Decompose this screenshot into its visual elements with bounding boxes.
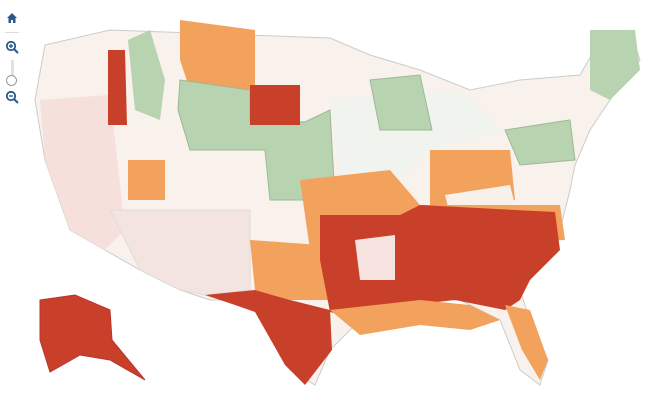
region-wisconsin-green xyxy=(369,74,433,131)
region-oregon-red xyxy=(108,50,127,125)
home-icon xyxy=(7,13,17,23)
region-florida-orange xyxy=(505,305,548,380)
divider xyxy=(5,32,19,33)
zoom-in-icon xyxy=(5,40,19,54)
home-button[interactable] xyxy=(4,10,20,26)
region-northeast-green xyxy=(504,119,576,166)
region-west-pale-pink xyxy=(40,95,125,250)
region-sd-red xyxy=(250,85,300,125)
zoom-slider-track[interactable] xyxy=(11,60,14,78)
region-gulf-orange xyxy=(330,300,500,335)
region-arkansas-pale xyxy=(355,235,395,280)
region-southeast-red xyxy=(320,205,560,320)
region-texas-red xyxy=(205,290,332,385)
zoom-slider-handle[interactable] xyxy=(6,75,17,86)
region-midwest-pale xyxy=(330,90,500,180)
region-alaska-red xyxy=(39,294,146,381)
region-maine-green xyxy=(590,30,640,100)
zoom-out-button[interactable] xyxy=(4,89,20,105)
region-idaho-green xyxy=(128,30,165,120)
region-texas-orange xyxy=(250,240,330,300)
region-southwest-pale xyxy=(109,209,251,296)
zoom-out-icon xyxy=(5,90,19,104)
region-utah-orange xyxy=(128,160,165,200)
zoom-in-button[interactable] xyxy=(4,39,20,55)
region-montana-orange xyxy=(180,20,255,90)
